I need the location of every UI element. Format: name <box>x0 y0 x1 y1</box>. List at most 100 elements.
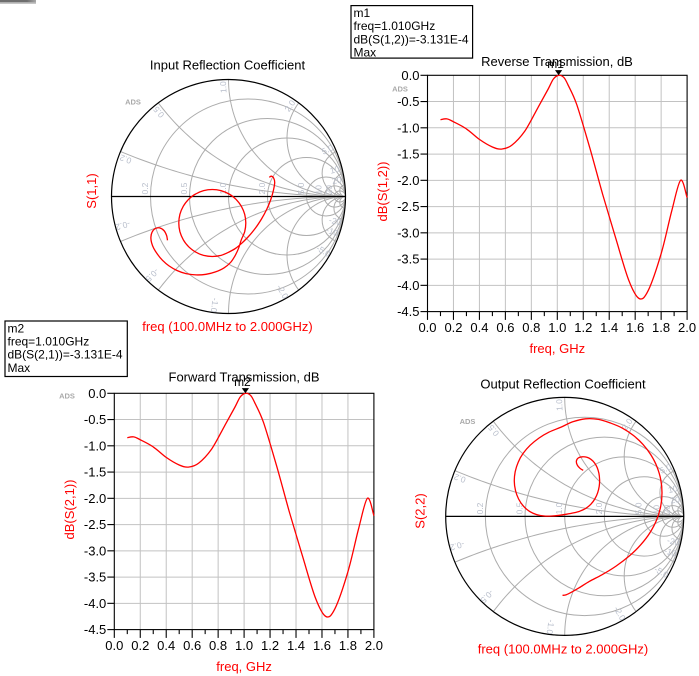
svg-text:-0.2: -0.2 <box>114 219 131 233</box>
svg-text:0.8: 0.8 <box>209 638 227 653</box>
svg-text:-4.5: -4.5 <box>84 622 106 637</box>
svg-text:0.2: 0.2 <box>140 182 150 194</box>
svg-text:2.0: 2.0 <box>257 182 267 194</box>
svg-text:1.4: 1.4 <box>287 638 305 653</box>
svg-text:-2.0: -2.0 <box>397 173 419 188</box>
svg-text:0.2: 0.2 <box>131 638 149 653</box>
svg-text:Reverse Transmission, dB: Reverse Transmission, dB <box>481 54 633 69</box>
svg-text:10: 10 <box>652 505 662 515</box>
svg-text:10: 10 <box>667 483 679 495</box>
svg-text:20: 20 <box>670 494 681 505</box>
svg-text:S(1,1): S(1,1) <box>84 173 99 208</box>
svg-text:-1.5: -1.5 <box>397 147 419 162</box>
svg-text:dB(S(2,1))=-3.131E-4: dB(S(2,1))=-3.131E-4 <box>8 348 123 362</box>
svg-text:1.8: 1.8 <box>339 638 357 653</box>
svg-text:-0.2: -0.2 <box>449 539 466 553</box>
svg-text:freq, GHz: freq, GHz <box>529 341 585 356</box>
svg-text:m2: m2 <box>234 375 251 389</box>
svg-text:5.0: 5.0 <box>296 182 306 194</box>
svg-text:-1.5: -1.5 <box>84 465 106 480</box>
svg-text:-10: -10 <box>663 545 678 559</box>
svg-text:2.0: 2.0 <box>678 320 696 335</box>
svg-text:1.0: 1.0 <box>218 81 229 94</box>
svg-text:-3.0: -3.0 <box>84 543 106 558</box>
svg-text:ADS: ADS <box>392 85 408 94</box>
svg-text:0.2: 0.2 <box>475 502 485 514</box>
svg-text:freq=1.010GHz: freq=1.010GHz <box>354 19 436 33</box>
svg-text:-20: -20 <box>666 535 681 548</box>
svg-text:-1.0: -1.0 <box>209 297 221 313</box>
svg-text:0.6: 0.6 <box>183 638 201 653</box>
svg-text:-2.5: -2.5 <box>397 199 419 214</box>
svg-text:-4.0: -4.0 <box>397 278 419 293</box>
svg-text:-1.0: -1.0 <box>84 438 106 453</box>
svg-text:1.4: 1.4 <box>600 320 618 335</box>
svg-text:0.5: 0.5 <box>515 502 525 514</box>
svg-text:1.0: 1.0 <box>548 320 566 335</box>
svg-text:0.2: 0.2 <box>452 472 467 486</box>
svg-text:-4.0: -4.0 <box>84 596 106 611</box>
svg-text:1.6: 1.6 <box>626 320 644 335</box>
svg-text:2.0: 2.0 <box>365 638 383 653</box>
svg-text:20: 20 <box>662 505 672 515</box>
svg-text:1.0: 1.0 <box>554 502 564 514</box>
svg-text:-2.0: -2.0 <box>84 491 106 506</box>
svg-text:0.5: 0.5 <box>179 182 189 194</box>
svg-text:Output Reflection Coefficient: Output Reflection Coefficient <box>480 377 646 392</box>
svg-text:5.0: 5.0 <box>658 462 673 476</box>
svg-text:freq, GHz: freq, GHz <box>216 659 272 674</box>
svg-text:0.0: 0.0 <box>401 68 419 83</box>
svg-text:dB(S(1,2))=-3.131E-4: dB(S(1,2))=-3.131E-4 <box>354 32 469 46</box>
svg-text:0.4: 0.4 <box>157 638 175 653</box>
svg-text:-3.5: -3.5 <box>397 252 419 267</box>
svg-text:-1.0: -1.0 <box>397 120 419 135</box>
svg-text:0.0: 0.0 <box>88 386 106 401</box>
svg-text:0.4: 0.4 <box>470 320 488 335</box>
svg-text:1.0: 1.0 <box>554 399 565 412</box>
svg-text:dB(S(1,2)): dB(S(1,2)) <box>375 162 390 222</box>
svg-text:20: 20 <box>331 175 342 186</box>
svg-text:freq=1.010GHz: freq=1.010GHz <box>8 335 90 349</box>
svg-text:0.2: 0.2 <box>118 152 133 166</box>
svg-text:-4.5: -4.5 <box>397 304 419 319</box>
svg-text:-1.0: -1.0 <box>545 619 557 635</box>
svg-text:1.0: 1.0 <box>218 182 228 194</box>
svg-text:S(2,2): S(2,2) <box>413 493 428 528</box>
svg-text:10: 10 <box>329 164 341 176</box>
svg-text:-2.5: -2.5 <box>84 517 106 532</box>
svg-text:ADS: ADS <box>125 98 141 107</box>
svg-text:0.8: 0.8 <box>522 320 540 335</box>
svg-text:1.0: 1.0 <box>235 638 253 653</box>
svg-text:20: 20 <box>324 185 334 195</box>
svg-text:Input Reflection Coefficient: Input Reflection Coefficient <box>150 58 306 73</box>
svg-text:Forward Transmission, dB: Forward Transmission, dB <box>169 370 320 385</box>
svg-text:-20: -20 <box>328 215 343 228</box>
svg-text:-3.0: -3.0 <box>397 225 419 240</box>
svg-text:freq (100.0MHz to 2.000GHz): freq (100.0MHz to 2.000GHz) <box>478 642 649 657</box>
svg-text:-0.5: -0.5 <box>84 412 106 427</box>
svg-text:0.0: 0.0 <box>105 638 123 653</box>
svg-text:0.2: 0.2 <box>444 320 462 335</box>
svg-text:m1: m1 <box>547 57 564 71</box>
svg-text:-10: -10 <box>325 225 340 239</box>
svg-text:5.0: 5.0 <box>634 502 644 514</box>
svg-text:1.2: 1.2 <box>574 320 592 335</box>
svg-text:m1: m1 <box>354 6 371 20</box>
svg-text:ADS: ADS <box>59 392 75 401</box>
svg-text:Max: Max <box>354 45 377 59</box>
svg-text:-0.5: -0.5 <box>397 94 419 109</box>
svg-text:freq (100.0MHz to 2.000GHz): freq (100.0MHz to 2.000GHz) <box>142 319 313 334</box>
svg-text:0.6: 0.6 <box>496 320 514 335</box>
svg-text:10: 10 <box>314 185 324 195</box>
svg-text:-3.5: -3.5 <box>84 570 106 585</box>
svg-text:dB(S(2,1)): dB(S(2,1)) <box>62 480 77 540</box>
svg-text:1.6: 1.6 <box>313 638 331 653</box>
svg-text:Max: Max <box>8 361 31 375</box>
svg-text:5.0: 5.0 <box>320 142 335 156</box>
svg-text:1.2: 1.2 <box>261 638 279 653</box>
svg-text:2.0: 2.0 <box>594 502 604 514</box>
svg-text:m2: m2 <box>8 322 25 336</box>
svg-text:0.0: 0.0 <box>418 320 436 335</box>
svg-text:ADS: ADS <box>460 417 476 426</box>
svg-text:1.8: 1.8 <box>652 320 670 335</box>
